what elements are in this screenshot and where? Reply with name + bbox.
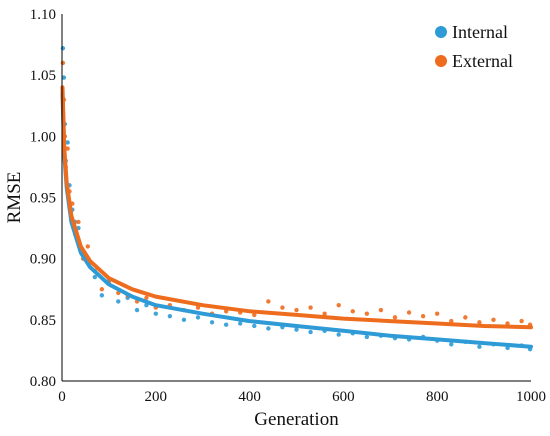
y-tick-label: 0.80 — [30, 374, 56, 390]
external-point — [65, 146, 70, 151]
internal-point — [60, 46, 66, 51]
external-point — [477, 320, 482, 325]
internal-point — [294, 327, 299, 332]
internal-point — [92, 274, 98, 280]
internal-point — [364, 334, 370, 340]
internal-point — [65, 140, 70, 145]
external-point — [144, 295, 149, 301]
external-point — [60, 60, 66, 66]
external-point — [76, 219, 81, 225]
x-tick-label: 800 — [426, 389, 449, 405]
external-point — [491, 317, 496, 323]
external-point — [308, 305, 313, 310]
internal-legend-marker — [435, 26, 447, 38]
internal-point — [336, 332, 341, 337]
internal-point — [167, 313, 173, 319]
x-tick-label: 1000 — [516, 389, 546, 405]
x-axis-title: Generation — [254, 409, 339, 430]
x-tick-label: 600 — [332, 389, 355, 405]
external-point — [392, 315, 398, 320]
internal-point — [477, 344, 482, 349]
y-tick-label: 1.05 — [30, 68, 56, 84]
external-point — [449, 318, 454, 324]
external-point — [252, 312, 257, 318]
legend: Internal External — [435, 22, 513, 71]
internal-point — [181, 317, 187, 323]
internal-point — [449, 342, 454, 347]
y-tick-label: 0.90 — [30, 252, 56, 268]
x-tick-label: 200 — [145, 389, 168, 405]
internal-point — [238, 321, 243, 326]
internal-point — [223, 322, 229, 327]
internal-point — [99, 293, 105, 298]
internal-point — [308, 329, 313, 335]
external-legend-label: External — [452, 51, 513, 71]
external-point — [280, 305, 285, 310]
external-point — [350, 309, 355, 314]
internal-point — [195, 315, 201, 320]
y-axis-title: RMSE — [4, 172, 25, 224]
x-tick-labels: 0 200 400 600 800 1000 — [58, 389, 546, 405]
external-point — [85, 244, 90, 249]
internal-point — [266, 326, 271, 331]
external-point — [519, 318, 524, 324]
internal-legend-label: Internal — [452, 22, 508, 42]
external-point — [266, 299, 271, 304]
internal-point — [116, 299, 121, 304]
internal-point — [61, 75, 67, 80]
external-point — [406, 310, 412, 315]
internal-point — [153, 311, 158, 316]
external-trend-line — [60, 85, 533, 330]
external-point — [364, 311, 370, 316]
x-tick-label: 0 — [58, 389, 66, 405]
internal-point — [252, 323, 257, 329]
internal-point — [209, 320, 215, 325]
external-point — [99, 287, 105, 292]
y-tick-label: 1.10 — [30, 7, 56, 23]
external-point — [336, 302, 341, 308]
y-tick-label: 1.00 — [30, 129, 56, 145]
external-point — [420, 313, 426, 319]
y-tick-label: 0.95 — [30, 191, 56, 207]
external-point — [378, 307, 384, 313]
external-point — [463, 315, 468, 320]
plot-marks — [60, 46, 533, 352]
external-legend-marker — [435, 55, 447, 67]
internal-point — [134, 307, 140, 313]
y-tick-label: 0.85 — [30, 313, 56, 329]
external-point — [322, 311, 327, 316]
y-tick-labels: 0.80 0.85 0.90 0.95 1.00 1.05 1.10 — [30, 7, 56, 390]
external-point — [435, 311, 440, 316]
x-tick-label: 400 — [238, 389, 261, 405]
external-point — [294, 307, 299, 313]
